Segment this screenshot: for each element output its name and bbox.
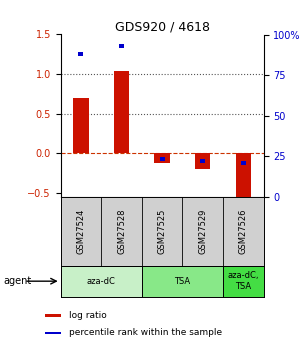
Bar <box>78 52 83 56</box>
Text: GSM27529: GSM27529 <box>198 208 207 254</box>
Text: GSM27524: GSM27524 <box>76 208 85 254</box>
Bar <box>223 266 264 297</box>
Text: TSA: TSA <box>174 277 191 286</box>
Bar <box>45 314 61 317</box>
Bar <box>236 153 251 197</box>
Text: GSM27526: GSM27526 <box>239 208 248 254</box>
Bar <box>114 71 129 153</box>
Text: GSM27525: GSM27525 <box>158 208 167 254</box>
Bar <box>61 266 142 297</box>
Bar <box>45 332 61 334</box>
Text: log ratio: log ratio <box>69 311 106 320</box>
Bar <box>142 266 223 297</box>
Title: GDS920 / 4618: GDS920 / 4618 <box>115 20 210 33</box>
Text: percentile rank within the sample: percentile rank within the sample <box>69 328 222 337</box>
Bar <box>119 44 124 48</box>
Bar <box>241 161 246 165</box>
Text: GSM27528: GSM27528 <box>117 208 126 254</box>
Bar <box>200 159 205 163</box>
Bar <box>195 153 210 169</box>
Bar <box>160 157 165 161</box>
Text: aza-dC,
TSA: aza-dC, TSA <box>228 272 259 291</box>
Text: aza-dC: aza-dC <box>87 277 116 286</box>
Text: agent: agent <box>3 276 31 286</box>
Bar <box>73 98 88 153</box>
Bar <box>155 153 170 164</box>
